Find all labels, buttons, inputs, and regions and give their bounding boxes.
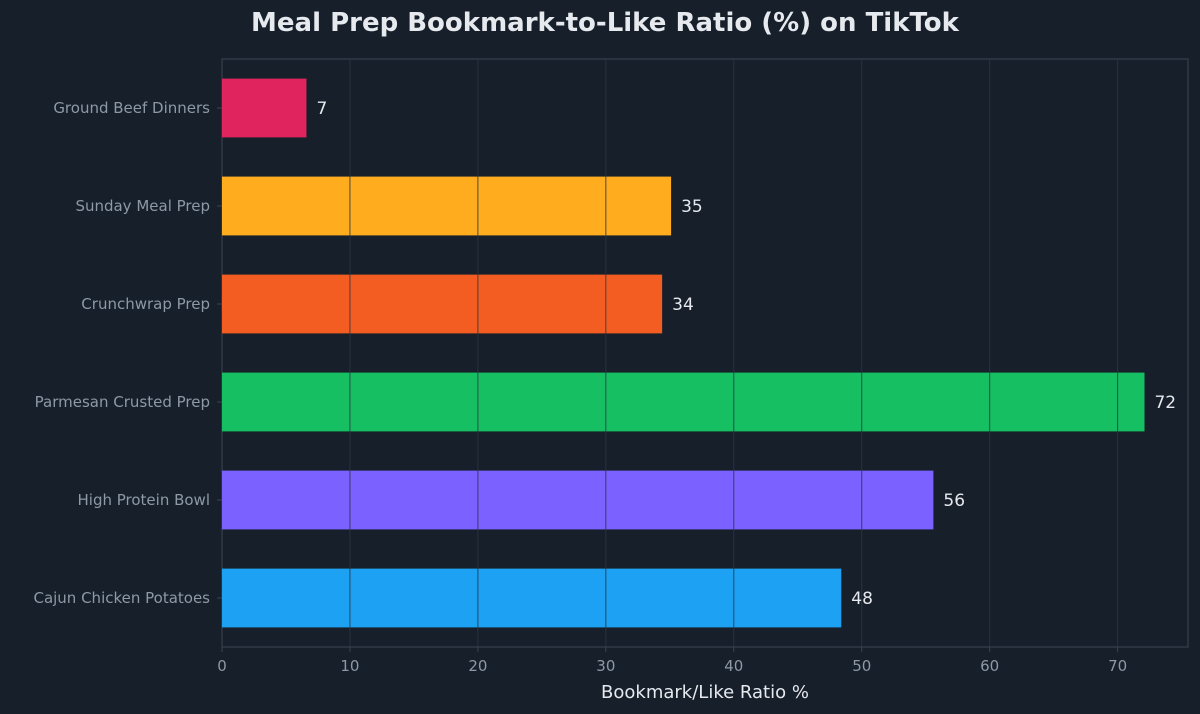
- bar-high-protein-bowl: [222, 470, 934, 530]
- y-tick-label: Parmesan Crusted Prep: [35, 393, 210, 411]
- x-tick-label: 20: [468, 657, 487, 675]
- y-tick-label: Sunday Meal Prep: [75, 197, 210, 215]
- bar-crunchwrap-prep: [222, 274, 663, 334]
- x-tick-label: 70: [1108, 657, 1127, 675]
- x-tick-label: 60: [980, 657, 999, 675]
- bar-ground-beef-dinners: [222, 78, 307, 138]
- y-tick-label: High Protein Bowl: [78, 491, 211, 509]
- chart-title: Meal Prep Bookmark-to-Like Ratio (%) on …: [251, 8, 959, 38]
- x-tick-label: 40: [724, 657, 743, 675]
- data-label: 48: [851, 589, 873, 609]
- data-label: 34: [672, 295, 694, 315]
- bar-cajun-chicken-potatoes: [222, 568, 842, 628]
- y-tick-label: Ground Beef Dinners: [53, 99, 210, 117]
- x-tick-label: 0: [217, 657, 227, 675]
- x-tick-label: 50: [852, 657, 871, 675]
- x-axis-title: Bookmark/Like Ratio %: [601, 682, 809, 703]
- y-tick-label: Crunchwrap Prep: [81, 295, 210, 313]
- x-tick-label: 10: [340, 657, 359, 675]
- data-label: 56: [943, 491, 965, 511]
- x-tick-label: 30: [596, 657, 615, 675]
- data-label: 72: [1154, 393, 1176, 413]
- data-label: 7: [316, 99, 327, 119]
- y-tick-label: Cajun Chicken Potatoes: [33, 589, 210, 607]
- data-label: 35: [681, 197, 703, 217]
- bar-sunday-meal-prep: [222, 176, 672, 236]
- plot-area-frame: [221, 58, 1189, 648]
- bar-parmesan-crusted-prep: [222, 372, 1145, 432]
